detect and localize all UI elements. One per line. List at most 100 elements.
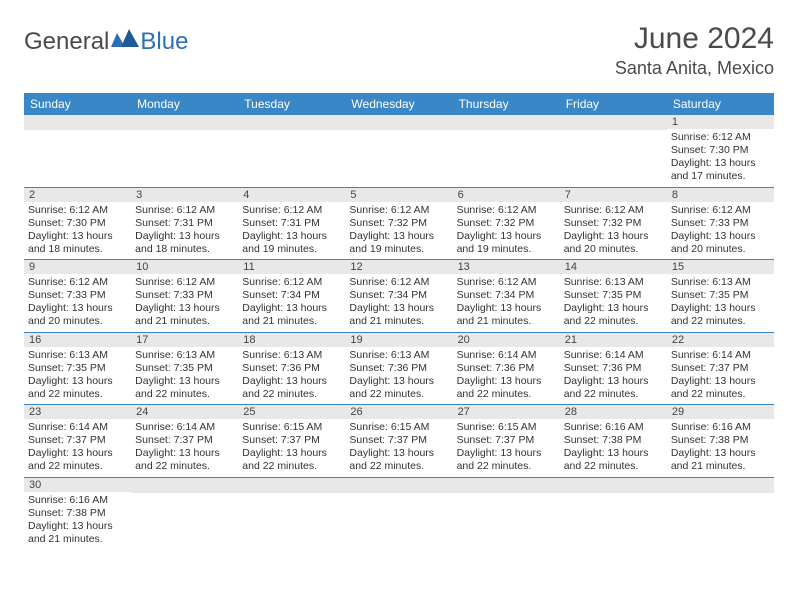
calendar-cell: 12Sunrise: 6:12 AMSunset: 7:34 PMDayligh… [345, 260, 452, 333]
daylight-text: Daylight: 13 hours and 22 minutes. [564, 302, 663, 328]
daylight-text: Daylight: 13 hours and 22 minutes. [135, 447, 234, 473]
daylight-text: Daylight: 13 hours and 22 minutes. [564, 447, 663, 473]
day-number: 24 [131, 405, 238, 419]
day-content: Sunrise: 6:14 AMSunset: 7:37 PMDaylight:… [28, 421, 127, 474]
day-number: 18 [238, 333, 345, 347]
sunset-text: Sunset: 7:32 PM [349, 217, 448, 230]
page-subtitle: Santa Anita, Mexico [615, 58, 774, 79]
sunset-text: Sunset: 7:31 PM [242, 217, 341, 230]
weekday-header: Tuesday [238, 93, 345, 115]
sunset-text: Sunset: 7:37 PM [457, 434, 556, 447]
day-number [560, 478, 667, 493]
calendar-cell: 10 Sunrise: 6:12 AMSunset: 7:33 PMDayligh… [131, 260, 238, 333]
sunrise-text: Sunrise: 6:16 AM [671, 421, 770, 434]
calendar-cell [345, 477, 452, 549]
day-number: 27 [453, 405, 560, 419]
sunset-text: Sunset: 7:35 PM [564, 289, 663, 302]
calendar-cell [345, 115, 452, 187]
day-number: 4 [238, 188, 345, 202]
day-content: Sunrise: 6:12 AMSunset: 7:30 PMDaylight:… [671, 131, 770, 184]
sunrise-text: Sunrise: 6:13 AM [564, 276, 663, 289]
sunset-text: Sunset: 7:37 PM [242, 434, 341, 447]
sunset-text: Sunset: 7:34 PM [242, 289, 341, 302]
weekday-header: Friday [560, 93, 667, 115]
sunrise-text: Sunrise: 6:14 AM [135, 421, 234, 434]
calendar-cell [453, 477, 560, 549]
day-content: Sunrise: 6:12 AMSunset: 7:34 PMDaylight:… [457, 276, 556, 329]
sunrise-text: Sunrise: 6:13 AM [349, 349, 448, 362]
calendar-table: Sunday Monday Tuesday Wednesday Thursday… [24, 93, 774, 549]
sunrise-text: Sunrise: 6:13 AM [242, 349, 341, 362]
sunrise-text: Sunrise: 6:12 AM [349, 276, 448, 289]
calendar-cell: 29 Sunrise: 6:16 AMSunset: 7:38 PMDayligh… [667, 405, 774, 478]
sunrise-text: Sunrise: 6:12 AM [242, 276, 341, 289]
day-number: 12 [345, 260, 452, 274]
sunrise-text: Sunrise: 6:12 AM [349, 204, 448, 217]
logo-text-2: Blue [140, 28, 188, 56]
day-content: Sunrise: 6:12 AMSunset: 7:32 PMDaylight:… [564, 204, 663, 257]
sunrise-text: Sunrise: 6:14 AM [564, 349, 663, 362]
day-content: Sunrise: 6:12 AMSunset: 7:30 PMDaylight:… [28, 204, 127, 257]
day-content: Sunrise: 6:13 AMSunset: 7:35 PMDaylight:… [671, 276, 770, 329]
sunset-text: Sunset: 7:33 PM [135, 289, 234, 302]
day-content: Sunrise: 6:14 AMSunset: 7:36 PMDaylight:… [457, 349, 556, 402]
day-number: 2 [24, 188, 131, 202]
calendar-cell: 28Sunrise: 6:16 AMSunset: 7:38 PMDayligh… [560, 405, 667, 478]
day-number: 9 [24, 260, 131, 274]
daylight-text: Daylight: 13 hours and 21 minutes. [457, 302, 556, 328]
day-number [453, 478, 560, 493]
daylight-text: Daylight: 13 hours and 22 minutes. [564, 375, 663, 401]
daylight-text: Daylight: 13 hours and 21 minutes. [242, 302, 341, 328]
day-number: 5 [345, 188, 452, 202]
day-number [238, 478, 345, 493]
sunset-text: Sunset: 7:35 PM [135, 362, 234, 375]
sunset-text: Sunset: 7:34 PM [349, 289, 448, 302]
day-content: Sunrise: 6:12 AMSunset: 7:33 PMDaylight:… [28, 276, 127, 329]
calendar-cell: 19Sunrise: 6:13 AMSunset: 7:36 PMDayligh… [345, 332, 452, 405]
calendar-cell: 30Sunrise: 6:16 AMSunset: 7:38 PMDayligh… [24, 477, 131, 549]
day-number: 25 [238, 405, 345, 419]
calendar-cell [238, 115, 345, 187]
day-content: Sunrise: 6:16 AMSunset: 7:38 PMDaylight:… [671, 421, 770, 474]
day-content: Sunrise: 6:12 AMSunset: 7:34 PMDaylight:… [242, 276, 341, 329]
daylight-text: Daylight: 13 hours and 22 minutes. [671, 375, 770, 401]
day-number [453, 115, 560, 130]
flag-icon [111, 28, 139, 56]
day-content: Sunrise: 6:12 AMSunset: 7:32 PMDaylight:… [349, 204, 448, 257]
calendar-cell: 13Sunrise: 6:12 AMSunset: 7:34 PMDayligh… [453, 260, 560, 333]
sunset-text: Sunset: 7:38 PM [564, 434, 663, 447]
day-number: 30 [24, 478, 131, 492]
day-content: Sunrise: 6:14 AMSunset: 7:37 PMDaylight:… [671, 349, 770, 402]
daylight-text: Daylight: 13 hours and 22 minutes. [671, 302, 770, 328]
day-number: 29 [667, 405, 774, 419]
weekday-header: Monday [131, 93, 238, 115]
sunrise-text: Sunrise: 6:12 AM [242, 204, 341, 217]
calendar-cell [238, 477, 345, 549]
daylight-text: Daylight: 13 hours and 22 minutes. [28, 447, 127, 473]
sunrise-text: Sunrise: 6:13 AM [135, 349, 234, 362]
sunset-text: Sunset: 7:36 PM [349, 362, 448, 375]
calendar-cell: 15Sunrise: 6:13 AMSunset: 7:35 PMDayligh… [667, 260, 774, 333]
calendar-cell: 14Sunrise: 6:13 AMSunset: 7:35 PMDayligh… [560, 260, 667, 333]
sunset-text: Sunset: 7:33 PM [28, 289, 127, 302]
daylight-text: Daylight: 13 hours and 22 minutes. [28, 375, 127, 401]
sunset-text: Sunset: 7:35 PM [671, 289, 770, 302]
daylight-text: Daylight: 13 hours and 22 minutes. [349, 375, 448, 401]
calendar-row: 23Sunrise: 6:14 AMSunset: 7:37 PMDayligh… [24, 405, 774, 478]
day-number: 10 [131, 260, 238, 274]
sunrise-text: Sunrise: 6:14 AM [28, 421, 127, 434]
sunset-text: Sunset: 7:36 PM [242, 362, 341, 375]
sunset-text: Sunset: 7:30 PM [28, 217, 127, 230]
calendar-cell: 8Sunrise: 6:12 AMSunset: 7:33 PMDaylight… [667, 187, 774, 260]
day-content: Sunrise: 6:12 AMSunset: 7:33 PMDaylight:… [135, 276, 234, 329]
daylight-text: Daylight: 13 hours and 19 minutes. [242, 230, 341, 256]
day-number: 20 [453, 333, 560, 347]
calendar-cell: 11Sunrise: 6:12 AMSunset: 7:34 PMDayligh… [238, 260, 345, 333]
day-content: Sunrise: 6:15 AMSunset: 7:37 PMDaylight:… [242, 421, 341, 474]
daylight-text: Daylight: 13 hours and 17 minutes. [671, 157, 770, 183]
calendar-cell: 5 Sunrise: 6:12 AMSunset: 7:32 PMDaylight… [345, 187, 452, 260]
sunset-text: Sunset: 7:30 PM [671, 144, 770, 157]
calendar-row: 2Sunrise: 6:12 AMSunset: 7:30 PMDaylight… [24, 187, 774, 260]
daylight-text: Daylight: 13 hours and 18 minutes. [28, 230, 127, 256]
sunrise-text: Sunrise: 6:15 AM [349, 421, 448, 434]
